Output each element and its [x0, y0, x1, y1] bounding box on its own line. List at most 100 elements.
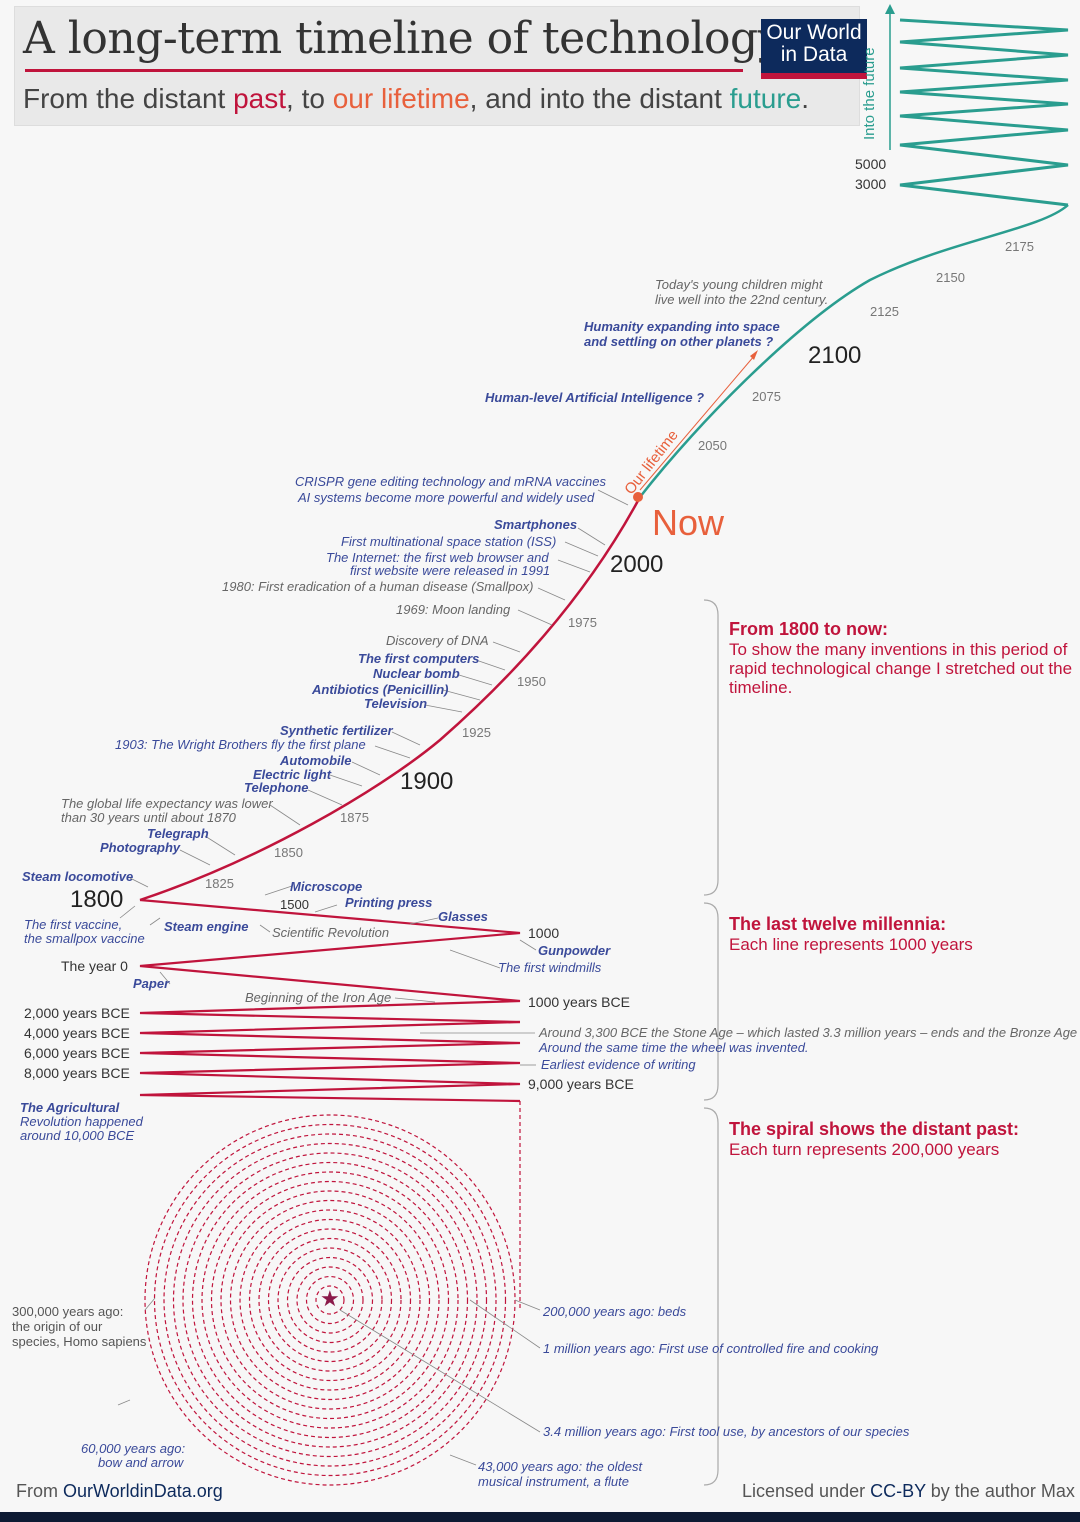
annotation-flute-2: musical instrument, a flute	[478, 1474, 630, 1489]
annotation-automobile: Automobile	[280, 753, 352, 768]
sidebar-millennia-title: The last twelve millennia:	[729, 914, 947, 934]
annotation-printing-press: Printing press	[345, 895, 433, 910]
year-2100: 2100	[808, 342, 862, 369]
annotation-smartphones: Smartphones	[494, 517, 578, 532]
annotation-space-2: and settling on other planets ?	[584, 334, 774, 349]
annotation-bow-2: bow and arrow	[98, 1455, 184, 1470]
annotation-bow: 60,000 years ago:	[81, 1441, 186, 1456]
spiral-turn	[277, 1247, 383, 1353]
year-9000-bce: 9,000 years BCE	[528, 1076, 634, 1092]
annotation-crispr: CRISPR gene editing technology and mRNA …	[295, 474, 606, 489]
future-curve	[639, 204, 1069, 498]
spiral-turn	[229, 1199, 431, 1401]
page-subtitle: From the distant past, to our lifetime, …	[23, 83, 810, 114]
year-1500: 1500	[280, 897, 309, 912]
annotation-children: Today's young children might	[655, 277, 823, 292]
annotation-moon: 1969: Moon landing	[396, 602, 511, 617]
annotation-windmills: The first windmills	[498, 960, 602, 975]
annotation-writing: Earliest evidence of writing	[541, 1057, 696, 1072]
spiral-turn	[163, 1133, 497, 1467]
annotation-ai-human: Human-level Artificial Intelligence ?	[485, 390, 705, 405]
annotation-ai-systems: AI systems become more powerful and wide…	[298, 490, 595, 505]
year-1900: 1900	[400, 768, 454, 795]
annotation-steam-engine: Steam engine	[164, 919, 249, 934]
annotation-iss: First multinational space station (ISS)	[341, 534, 557, 549]
year-1850: 1850	[274, 845, 303, 860]
year-1975: 1975	[568, 615, 597, 630]
annotation-steam-locomotive: Steam locomotive	[22, 869, 134, 884]
annotation-television: Television	[364, 696, 428, 711]
year-2175: 2175	[1005, 239, 1034, 254]
spiral-turn	[248, 1218, 412, 1382]
spiral-turn	[296, 1266, 364, 1334]
annotation-internet-2: first website were released in 1991	[350, 563, 551, 578]
annotation-smallpox-eradication: 1980: First eradication of a human disea…	[222, 579, 534, 594]
annotation-agriculture: The Agricultural	[20, 1100, 120, 1115]
spiral-turn	[210, 1180, 450, 1420]
annotation-tool-use: 3.4 million years ago: First tool use, b…	[543, 1424, 910, 1439]
license-link[interactable]: CC-BY	[870, 1482, 926, 1501]
timeline-1800-now	[139, 496, 642, 902]
annotation-computers: The first computers	[358, 651, 480, 666]
annotation-telephone: Telephone	[244, 780, 309, 795]
spiral-turn	[182, 1152, 478, 1448]
annotation-sapiens-2: the origin of our	[12, 1319, 103, 1334]
annotation-paper: Paper	[133, 976, 170, 991]
future-zigzag	[899, 18, 1069, 207]
annotation-gunpowder: Gunpowder	[538, 943, 611, 958]
page-title: A long-term timeline of technology	[23, 13, 783, 64]
source-link[interactable]: OurWorldinData.org	[63, 1481, 223, 1501]
spiral-turn	[191, 1161, 469, 1439]
spiral-turn	[286, 1256, 374, 1344]
owid-logo[interactable]: Our World in Data	[761, 19, 867, 79]
annotation-iron-age: Beginning of the Iron Age	[245, 990, 392, 1005]
annotation-nuclear: Nuclear bomb	[373, 666, 460, 681]
year-1925: 1925	[462, 725, 491, 740]
year-2125: 2125	[870, 304, 899, 319]
sidebar-brackets	[703, 599, 719, 1486]
annotation-photography: Photography	[100, 840, 181, 855]
year-1825: 1825	[205, 876, 234, 891]
sidebar-1800-body: To show the many inventions in this peri…	[729, 640, 1073, 698]
year-2000: 2000	[610, 551, 664, 578]
millennia-lines	[139, 898, 521, 1310]
header-panel: A long-term timeline of technology From …	[14, 6, 867, 126]
annotation-sapiens: 300,000 years ago:	[12, 1304, 124, 1319]
footer-license: Licensed under CC-BY by the author Max R…	[742, 1482, 1080, 1501]
logo-accent-bar	[761, 73, 867, 79]
annotation-electric-light: Electric light	[253, 767, 332, 782]
sidebar-spiral-title: The spiral shows the distant past:	[729, 1119, 1020, 1139]
now-marker	[633, 492, 643, 502]
annotation-internet: The Internet: the first web browser and	[326, 550, 549, 565]
year-2150: 2150	[936, 270, 965, 285]
annotation-wright: 1903: The Wright Brothers fly the first …	[115, 737, 366, 752]
annotation-flute: 43,000 years ago: the oldest	[478, 1459, 643, 1474]
year-2075: 2075	[752, 389, 781, 404]
footer-source: From OurWorldinData.org	[16, 1481, 223, 1501]
future-axis-label: Into the future	[861, 47, 878, 140]
year-1875: 1875	[340, 810, 369, 825]
annotation-telegraph: Telegraph	[147, 826, 209, 841]
year-0: The year 0	[61, 958, 128, 974]
spiral-turn	[153, 1123, 507, 1477]
annotation-bronze-age: Around 3,300 BCE the Stone Age – which l…	[539, 1025, 1080, 1040]
future-label-3000: 3000	[855, 176, 887, 192]
bottom-bar	[0, 1512, 1080, 1522]
annotation-agriculture-2: Revolution happened	[20, 1114, 143, 1129]
annotation-microscope: Microscope	[290, 879, 363, 894]
annotation-space: Humanity expanding into space	[584, 319, 780, 334]
annotation-dna: Discovery of DNA	[386, 633, 489, 648]
annotation-antibiotics: Antibiotics (Penicillin)	[312, 682, 449, 697]
sidebar-1800-title: From 1800 to now:	[729, 619, 889, 639]
spiral-turn	[315, 1285, 345, 1315]
star-icon: ★	[320, 1286, 340, 1311]
year-2050: 2050	[698, 438, 727, 453]
now-label: Now	[652, 502, 725, 543]
future-label-5000: 5000	[855, 156, 887, 172]
distant-past-spiral	[144, 1114, 516, 1486]
year-8000-bce: 8,000 years BCE	[24, 1065, 130, 1081]
year-6000-bce: 6,000 years BCE	[24, 1045, 130, 1061]
annotation-sapiens-3: species, Homo sapiens	[12, 1334, 147, 1349]
annotation-agriculture-3: around 10,000 BCE	[20, 1128, 135, 1143]
annotation-fertilizer: Synthetic fertilizer	[280, 723, 393, 738]
